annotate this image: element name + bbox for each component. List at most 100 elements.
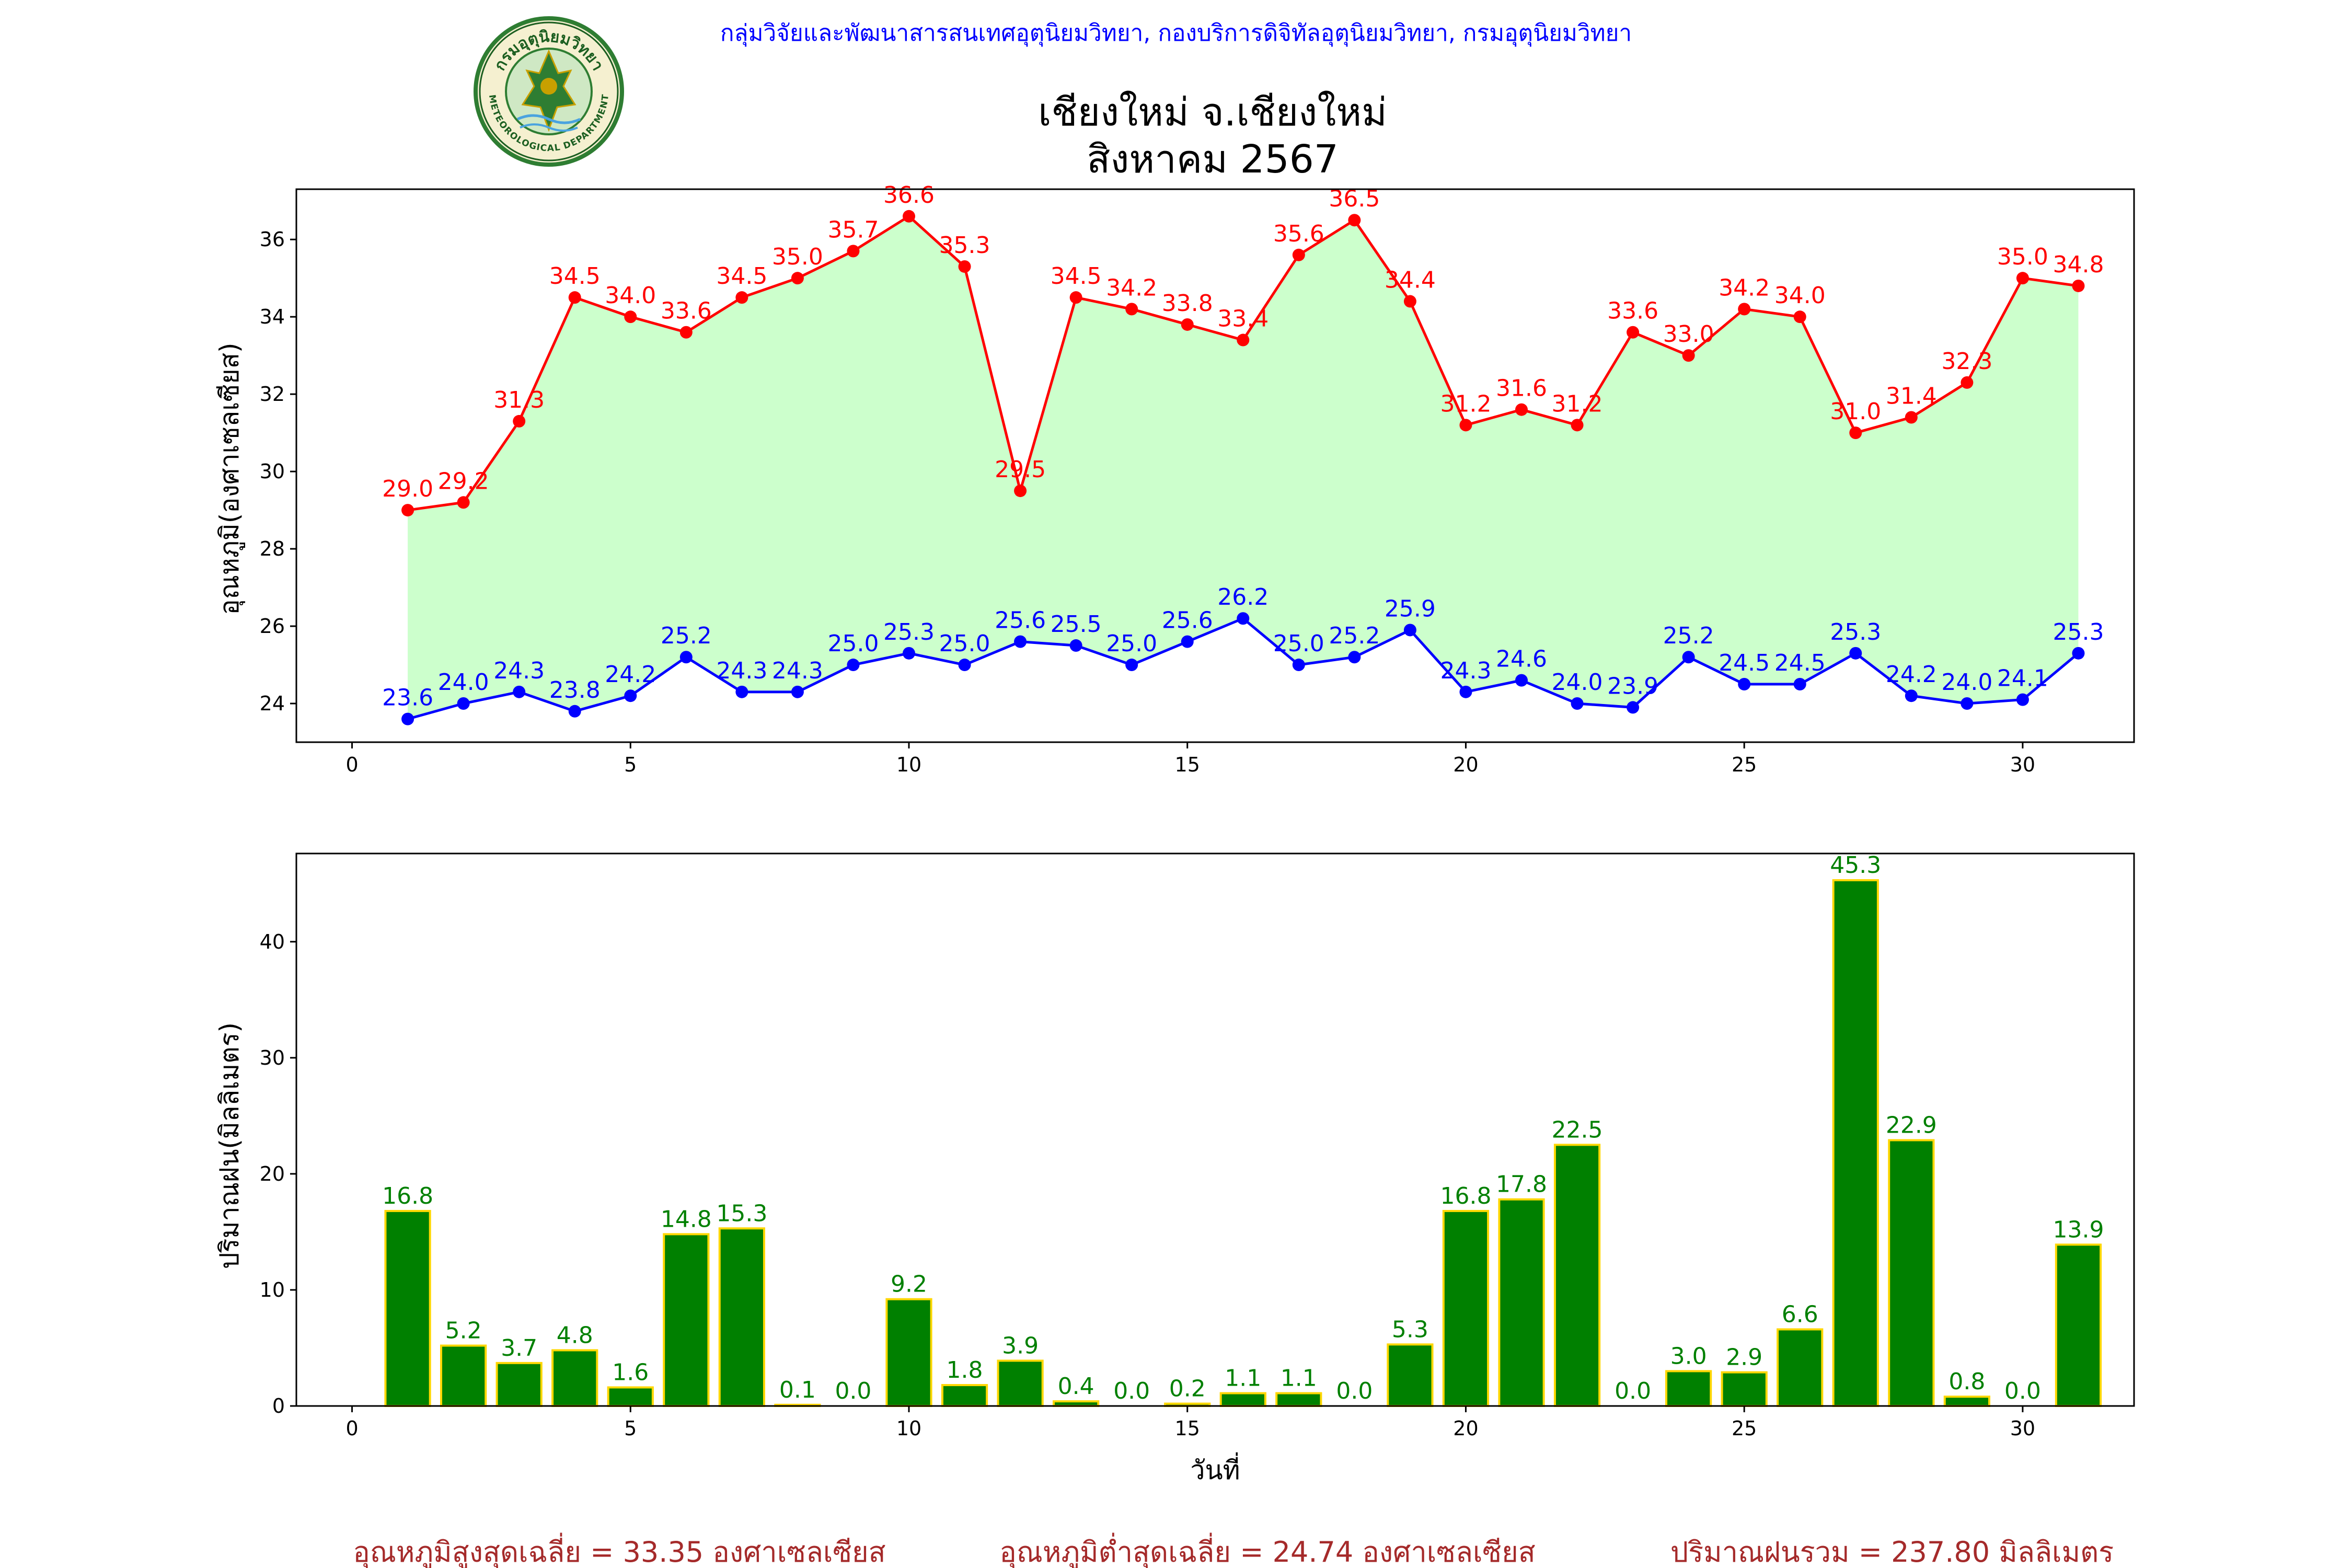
rainfall-bar xyxy=(1721,1371,1768,1408)
rainfall-label: 0.8 xyxy=(1949,1368,1985,1395)
max-temperature-point xyxy=(568,291,581,304)
rainfall-y-tick-label: 30 xyxy=(260,1046,285,1069)
temperature-y-tick-label: 24 xyxy=(260,692,285,715)
min-temperature-label: 24.3 xyxy=(772,658,823,684)
temperature-x-tick-label: 5 xyxy=(624,753,637,776)
rainfall-bar xyxy=(941,1384,988,1407)
min-temperature-point xyxy=(2072,647,2085,660)
rainfall-bar xyxy=(551,1349,598,1408)
min-temperature-point xyxy=(1571,697,1584,710)
rainfall-bar xyxy=(2055,1243,2102,1407)
rainfall-bar xyxy=(663,1233,710,1408)
min-temperature-point xyxy=(735,685,748,698)
max-temperature-label: 31.6 xyxy=(1496,375,1547,402)
min-temperature-label: 24.0 xyxy=(1552,669,1603,696)
min-temperature-label: 25.3 xyxy=(883,619,935,645)
rainfall-plot-frame xyxy=(295,852,2135,1407)
rainfall-bar xyxy=(1888,1139,1935,1408)
rainfall-label: 2.9 xyxy=(1726,1344,1762,1371)
chart-title-line1: เชียงใหม่ จ.เชียงใหม่ xyxy=(1038,90,1387,135)
rainfall-label: 3.9 xyxy=(1002,1332,1039,1359)
min-temperature-label: 25.2 xyxy=(661,622,712,649)
department-logo: กรมอุตุนิยมวิทยา METEOROLOGICAL DEPARTME… xyxy=(474,16,624,167)
rainfall-y-tick-label: 40 xyxy=(260,930,285,953)
min-temperature-label: 25.0 xyxy=(827,630,879,657)
max-temperature-label: 33.4 xyxy=(1217,306,1269,332)
min-temperature-point xyxy=(1682,651,1695,664)
max-temperature-point xyxy=(735,291,748,304)
max-temperature-label: 31.3 xyxy=(493,387,545,413)
max-temperature-label: 33.8 xyxy=(1162,290,1213,317)
header-org-line: กลุ่มวิจัยและพัฒนาสารสนเทศอุตุนิยมวิทยา,… xyxy=(720,20,1632,47)
max-temperature-point xyxy=(1348,214,1361,227)
rainfall-label: 16.8 xyxy=(382,1183,433,1209)
min-temperature-label: 25.3 xyxy=(2053,619,2104,645)
max-temperature-point xyxy=(1014,485,1027,498)
min-temperature-label: 23.9 xyxy=(1607,673,1658,699)
rainfall-label: 1.6 xyxy=(612,1359,649,1386)
min-temperature-label: 25.9 xyxy=(1385,595,1436,622)
max-temperature-point xyxy=(1181,318,1194,331)
rainfall-label: 16.8 xyxy=(1440,1183,1491,1209)
min-temperature-label: 25.3 xyxy=(1830,619,1881,645)
rainfall-x-tick-label: 20 xyxy=(1453,1417,1478,1440)
temperature-value-labels: 29.0 23.6 29.2 24.0 31.3 24.3 34.5 23.8 34.0 24.2… xyxy=(382,182,2104,711)
min-temperature-point xyxy=(1515,674,1528,687)
rainfall-x-tick-label: 30 xyxy=(2010,1417,2035,1440)
min-temperature-point xyxy=(1069,639,1082,652)
rainfall-x-tick-label: 0 xyxy=(345,1417,358,1440)
min-temperature-point xyxy=(1793,678,1806,691)
rainfall-bar xyxy=(997,1359,1044,1407)
max-temperature-label: 35.0 xyxy=(772,244,823,270)
rainfall-x-axis-label: วันที่ xyxy=(1190,1452,1240,1485)
temperature-range-area xyxy=(408,216,2079,719)
temperature-panel: 29.0 23.6 29.2 24.0 31.3 24.3 34.5 23.8 34.0 24.2… xyxy=(214,182,2135,776)
max-temperature-point xyxy=(1961,376,1974,389)
max-temperature-label: 34.0 xyxy=(1774,282,1826,309)
rainfall-label: 9.2 xyxy=(891,1271,927,1298)
rainfall-x-tick-label: 5 xyxy=(624,1417,637,1440)
min-temperature-point xyxy=(1181,635,1194,648)
max-temperature-label: 31.2 xyxy=(1440,390,1491,417)
max-temperature-point xyxy=(903,210,915,223)
temperature-x-tick-label: 10 xyxy=(896,753,921,776)
max-temperature-label: 31.2 xyxy=(1552,390,1603,417)
max-temperature-label: 32.3 xyxy=(1941,348,1992,375)
min-temperature-label: 24.5 xyxy=(1774,650,1826,676)
max-temperature-label: 34.8 xyxy=(2053,251,2104,278)
max-temperature-label: 36.6 xyxy=(883,182,935,209)
rainfall-bar xyxy=(384,1209,431,1407)
rainfall-label: 6.6 xyxy=(1782,1301,1818,1328)
min-temperature-label: 26.2 xyxy=(1217,584,1269,610)
min-temperature-label: 25.0 xyxy=(939,630,990,657)
max-temperature-point xyxy=(1292,248,1305,261)
max-temperature-point xyxy=(791,272,804,285)
min-temperature-point xyxy=(457,697,470,710)
rainfall-panel: 16.85.23.7 4.81.614.8 15.30.1 0.09.21.83.90… xyxy=(214,852,2135,1485)
min-temperature-point xyxy=(1237,612,1250,625)
temperature-range-fill xyxy=(408,216,2079,719)
max-temperature-point xyxy=(1237,333,1250,347)
temperature-points xyxy=(401,210,2085,725)
min-temperature-point xyxy=(1348,651,1361,664)
min-temperature-label: 25.6 xyxy=(995,607,1046,634)
max-temperature-point xyxy=(1627,326,1640,339)
max-temperature-point xyxy=(2016,272,2029,285)
min-temperature-point xyxy=(903,647,915,660)
rainfall-label: 0.0 xyxy=(835,1378,871,1404)
min-temperature-point xyxy=(958,659,971,672)
max-temperature-label: 33.6 xyxy=(661,298,712,325)
max-temperature-label: 29.2 xyxy=(438,468,489,494)
max-temperature-label: 35.3 xyxy=(939,232,990,259)
min-temperature-point xyxy=(1459,685,1472,698)
max-temperature-point xyxy=(401,504,414,517)
chart-title-line2: สิงหาคม 2567 xyxy=(1087,137,1339,182)
max-temperature-point xyxy=(1738,303,1751,316)
rainfall-value-labels: 16.8 5.2 3.7 4.8 1.6 14.8 15.3 0.1 0.0 9.2 1.8 3.9 0… xyxy=(382,852,2104,1404)
min-temperature-point xyxy=(1014,635,1027,648)
max-temperature-label: 33.0 xyxy=(1663,321,1714,348)
min-temperature-point xyxy=(513,685,526,698)
max-temperature-label: 29.5 xyxy=(995,456,1046,483)
max-temperature-point xyxy=(2072,279,2085,292)
temperature-y-axis-label: อุณหภูมิ(องศาเซลเซียส) xyxy=(214,342,245,615)
